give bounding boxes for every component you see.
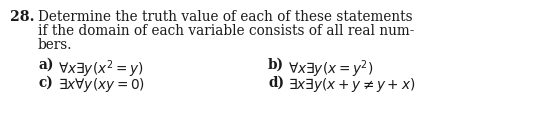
Text: d): d) [268, 76, 284, 90]
Text: bers.: bers. [38, 38, 73, 52]
Text: c): c) [38, 76, 53, 90]
Text: b): b) [268, 58, 284, 72]
Text: a): a) [38, 58, 54, 72]
Text: $\forall x\exists y(x = y^2)$: $\forall x\exists y(x = y^2)$ [288, 58, 373, 80]
Text: $\exists x\forall y(xy = 0)$: $\exists x\forall y(xy = 0)$ [58, 76, 145, 94]
Text: if the domain of each variable consists of all real num-: if the domain of each variable consists … [38, 24, 415, 38]
Text: $\exists x\exists y(x + y \neq y + x)$: $\exists x\exists y(x + y \neq y + x)$ [288, 76, 415, 94]
Text: 28.: 28. [10, 10, 34, 24]
Text: Determine the truth value of each of these statements: Determine the truth value of each of the… [38, 10, 412, 24]
Text: $\forall x\exists y(x^2 = y)$: $\forall x\exists y(x^2 = y)$ [58, 58, 143, 80]
